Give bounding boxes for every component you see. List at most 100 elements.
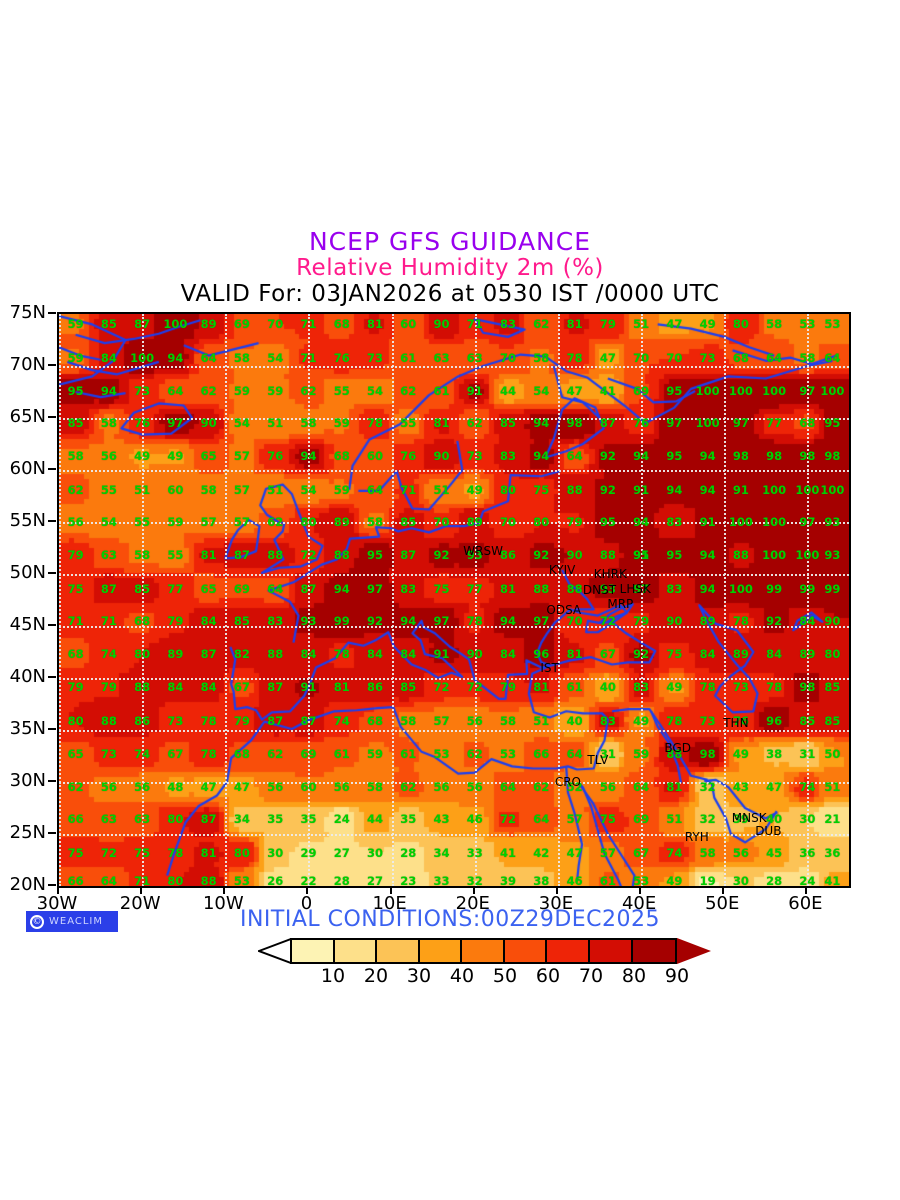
grid-value-label: 80 [533, 515, 550, 529]
grid-value-label: 75 [533, 482, 550, 497]
grid-value-label: 66 [533, 746, 550, 761]
grid-value-label: 88 [267, 647, 284, 662]
grid-value-label: 71 [466, 317, 483, 332]
grid-value-label: 40 [766, 812, 783, 827]
colorbar-tick-label: 30 [406, 965, 432, 987]
grid-value-label: 55 [167, 548, 184, 563]
grid-value-label: 85 [233, 613, 250, 628]
grid-value-label: 33 [466, 845, 483, 860]
grid-line-lon [807, 314, 810, 886]
grid-value-label: 28 [333, 873, 350, 888]
grid-value-label: 94 [666, 482, 683, 497]
grid-value-label: 60 [300, 780, 317, 795]
grid-value-label: 41 [824, 873, 841, 888]
lat-label: 45N [9, 614, 46, 635]
grid-value-label: 81 [533, 680, 550, 695]
grid-value-label: 60 [366, 449, 384, 464]
grid-value-label: 100 [762, 383, 787, 398]
colorbar-tick-label: 40 [449, 965, 475, 987]
grid-value-label: 75 [666, 647, 683, 662]
grid-line-lon [225, 314, 228, 886]
grid-value-label: 79 [67, 548, 84, 563]
grid-value-label: 97 [433, 613, 450, 628]
grid-value-label: 41 [500, 845, 517, 860]
grid-value-label: 89 [732, 647, 749, 662]
grid-value-label: 68 [333, 449, 350, 464]
grid-value-label: 58 [400, 713, 417, 728]
grid-value-label: 94 [699, 482, 716, 497]
grid-value-label: 94 [633, 515, 650, 529]
grid-value-label: 83 [400, 581, 417, 596]
grid-value-label: 75 [67, 845, 84, 860]
grid-value-label: 82 [233, 647, 250, 662]
grid-value-label: 96 [766, 713, 783, 728]
grid-value-label: 76 [134, 416, 151, 431]
grid-value-label: 47 [200, 780, 217, 795]
grid-value-label: 73 [699, 713, 716, 728]
grid-value-label: 83 [666, 581, 683, 596]
grid-value-label: 81 [566, 647, 583, 662]
grid-value-label: 29 [300, 845, 317, 860]
grid-value-label: 41 [599, 383, 616, 398]
lon-label: 60E [788, 893, 823, 914]
grid-value-label: 57 [233, 449, 250, 464]
map-plot-area[interactable]: 59 85 87 100 89 69 70 71 68 81 60 90 71 83 62 81 79 51 47 4… [57, 312, 851, 888]
grid-value-label: 81 [500, 581, 517, 596]
grid-value-label: 87 [267, 713, 284, 728]
grid-value-label: 69 [633, 383, 650, 398]
grid-value-label: 68 [799, 416, 816, 431]
grid-value-label: 85 [824, 713, 841, 728]
lon-tick [389, 886, 392, 894]
city-label: WRSW [463, 544, 503, 559]
grid-value-label: 65 [67, 746, 84, 761]
grid-value-label: 47 [766, 780, 783, 795]
grid-value-label: 99 [333, 613, 350, 628]
grid-value-label: 35 [267, 812, 284, 827]
grid-value-label: 59 [333, 416, 350, 431]
grid-value-label: 78 [666, 713, 683, 728]
grid-value-label: 28 [400, 845, 417, 860]
lat-label: 20N [9, 874, 46, 895]
lon-label: 20W [119, 893, 161, 914]
grid-value-label: 32 [699, 780, 716, 795]
city-label: IST [540, 660, 559, 675]
grid-value-label: 70 [633, 350, 650, 365]
lat-tick [48, 676, 56, 678]
grid-value-label: 80 [67, 713, 84, 728]
colorbar-tick-label: 80 [621, 965, 647, 987]
lat-tick [48, 364, 56, 366]
grid-value-label: 64 [566, 449, 583, 464]
grid-value-label: 81 [333, 680, 350, 695]
grid-line-lon [142, 314, 145, 886]
grid-value-label: 87 [100, 581, 117, 596]
grid-value-label: 79 [100, 680, 117, 695]
grid-value-label: 78 [366, 416, 384, 431]
colorbar [258, 938, 711, 964]
grid-value-label: 45 [766, 845, 783, 860]
grid-value-label: 84 [500, 647, 517, 662]
grid-value-label: 98 [799, 449, 816, 464]
lat-label: 60N [9, 458, 46, 479]
grid-value-label: 58 [134, 548, 151, 563]
grid-value-label: 49 [167, 449, 184, 464]
grid-value-label: 62 [267, 746, 284, 761]
grid-value-label: 83 [666, 515, 683, 529]
grid-value-label: 63 [134, 812, 151, 827]
grid-value-label: 85 [67, 416, 84, 431]
grid-value-label: 90 [466, 647, 483, 662]
grid-value-label: 54 [233, 416, 250, 431]
grid-line-lon [557, 314, 560, 886]
grid-value-label: 53 [799, 317, 816, 332]
grid-value-label: 100 [728, 515, 753, 529]
grid-value-label: 66 [67, 873, 84, 888]
header-block: NCEP GFS GUIDANCE Relative Humidity 2m (… [0, 228, 900, 308]
grid-line-lat [59, 886, 849, 888]
grid-value-label: 84 [300, 647, 317, 662]
lon-tick [555, 886, 558, 894]
grid-value-label: 58 [766, 317, 783, 332]
grid-value-label: 72 [466, 680, 483, 695]
grid-value-label: 87 [400, 548, 417, 563]
grid-value-label: 53 [500, 746, 517, 761]
grid-value-label: 51 [134, 482, 151, 497]
grid-value-label: 54 [366, 383, 384, 398]
